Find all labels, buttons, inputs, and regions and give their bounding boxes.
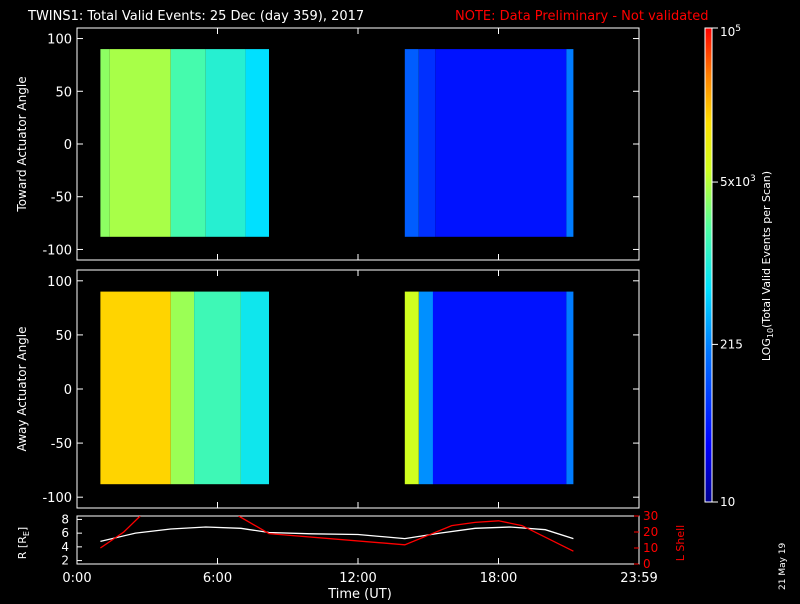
ytick-label: 100 xyxy=(47,275,72,290)
time-xtick-label: 6:00 xyxy=(203,571,232,586)
colorbar-tick-label: 10 xyxy=(720,495,735,509)
middle-panel-heatmap: 100 50 0 -50 -100 xyxy=(42,270,640,508)
lshell-series-line xyxy=(238,516,574,552)
date-stamp: 21 May 19 xyxy=(778,542,788,590)
lshell-ytick-label: 30 xyxy=(643,509,658,523)
ytick-label: 0 xyxy=(64,138,72,153)
heatmap-cell xyxy=(418,291,433,485)
colorbar-ticks: 105 5x103 215 10 xyxy=(712,24,756,509)
heatmap-cell xyxy=(170,49,206,237)
heatmap-cell xyxy=(100,291,171,485)
radius-ylabel: R [RE] xyxy=(16,527,31,559)
heatmap-cell xyxy=(435,49,567,237)
heatmap-cell xyxy=(418,49,436,237)
ytick-label: -100 xyxy=(42,491,72,506)
chart-title: TWINS1: Total Valid Events: 25 Dec (day … xyxy=(27,9,364,24)
heatmap-cell xyxy=(566,49,574,237)
colorbar-tick-label: 5x103 xyxy=(720,174,756,189)
ytick-label: -100 xyxy=(42,243,72,258)
colorbar-tick-label: 215 xyxy=(720,337,743,351)
time-xtick-label: 18:00 xyxy=(480,571,517,586)
time-xtick-label: 12:00 xyxy=(339,571,376,586)
r-ytick-label: 8 xyxy=(61,512,69,526)
ytick-label: 50 xyxy=(55,85,72,100)
ytick-label: 100 xyxy=(47,33,72,48)
heatmap-cell xyxy=(205,49,246,237)
top-panel-heatmap: 100 50 0 -50 -100 xyxy=(42,28,640,260)
heatmap-cell xyxy=(404,291,419,485)
ytick-label: -50 xyxy=(51,191,72,206)
time-xtick-label: 0:00 xyxy=(62,571,91,586)
heatmap-cell xyxy=(566,291,574,485)
ytick-label: -50 xyxy=(51,437,72,452)
orbit-lines xyxy=(100,516,574,552)
heatmap-cell xyxy=(194,291,241,485)
heatmap-cell xyxy=(100,49,110,237)
r-ytick-label: 2 xyxy=(61,554,69,568)
middle-panel-ylabel: Away Actuator Angle xyxy=(15,326,29,451)
r-ytick-label: 6 xyxy=(61,526,69,540)
colorbar xyxy=(704,27,713,503)
colorbar-tick-label: 105 xyxy=(720,24,741,39)
lshell-ytick-label: 20 xyxy=(643,525,658,539)
r-ytick-label: 4 xyxy=(61,540,69,554)
lshell-ytick-label: 10 xyxy=(643,541,658,555)
bottom-panel-frame xyxy=(76,515,640,565)
heatmap-cell xyxy=(170,291,195,485)
time-xlabel: Time (UT) xyxy=(327,587,392,600)
heatmap-cell xyxy=(240,291,269,485)
heatmap-cell xyxy=(432,291,567,485)
heatmap-cell xyxy=(109,49,171,237)
lshell-series-line xyxy=(100,516,141,549)
colorbar-label: LOG10(Total Valid Events per Scan) xyxy=(760,171,775,361)
heatmap-cell xyxy=(245,49,269,237)
ytick-label: 0 xyxy=(64,383,72,398)
heatmap-cell xyxy=(404,49,419,237)
lshell-ytick-label: 0 xyxy=(643,557,651,571)
ytick-label: 50 xyxy=(55,329,72,344)
radius-series-line xyxy=(100,526,574,543)
time-xtick-label: 23:59 xyxy=(620,571,657,586)
top-panel-ylabel: Toward Actuator Angle xyxy=(15,76,29,212)
preliminary-note: NOTE: Data Preliminary - Not validated xyxy=(455,9,709,24)
lshell-ylabel: L Shell xyxy=(674,525,687,561)
